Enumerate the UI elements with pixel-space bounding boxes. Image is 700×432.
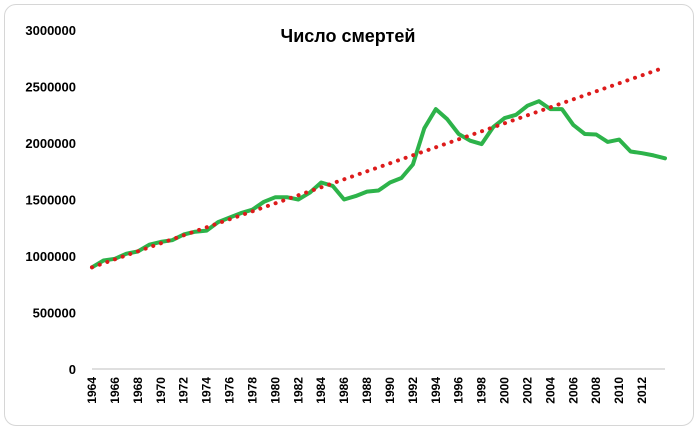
chart-frame [4,4,694,426]
y-tick-label: 1500000 [25,193,76,208]
y-tick-label: 2000000 [25,136,76,151]
x-tick-label: 1990 [383,377,397,404]
x-tick-label: 1994 [429,377,443,404]
x-tick-label: 1966 [108,377,122,404]
x-tick-label: 1996 [452,377,466,404]
x-tick-label: 1978 [245,377,259,404]
x-tick-label: 1964 [85,377,99,404]
series-layer [90,65,667,270]
x-tick-label: 1998 [475,377,489,404]
x-tick-label: 1972 [177,377,191,404]
x-tick-label: 1968 [131,377,145,404]
y-tick-label: 0 [69,362,76,377]
x-tick-label: 2002 [520,377,534,404]
x-tick-label: 1982 [291,377,305,404]
deaths-line [90,99,667,270]
x-axis: 1964 1966 1968 1970 1972 1974 1976 1978 1980 1982… [85,368,665,404]
y-axis: 0 500000 1000000 1500000 2000000 2500000 30000… [25,23,76,377]
y-tick-label: 500000 [33,306,76,321]
x-tick-label: 2008 [589,377,603,404]
x-tick-label: 1970 [154,377,168,404]
x-tick-label: 1992 [406,377,420,404]
x-tick-label: 1988 [360,377,374,404]
y-tick-label: 3000000 [25,23,76,38]
x-tick-label: 1976 [223,377,237,404]
x-tick-label: 1974 [200,377,214,404]
x-tick-label: 1984 [314,377,328,404]
y-tick-label: 2500000 [25,80,76,95]
x-tick-label: 2006 [566,377,580,404]
trend-line [90,65,667,270]
x-tick-label: 2012 [635,377,649,404]
x-tick-label: 2010 [612,377,626,404]
x-tick-label: 2000 [498,377,512,404]
chart-title: Число смертей [281,26,416,46]
x-tick-label: 1986 [337,377,351,404]
x-tick-label: 2004 [543,377,557,404]
x-tick-label: 1980 [268,377,282,404]
y-tick-label: 1000000 [25,249,76,264]
